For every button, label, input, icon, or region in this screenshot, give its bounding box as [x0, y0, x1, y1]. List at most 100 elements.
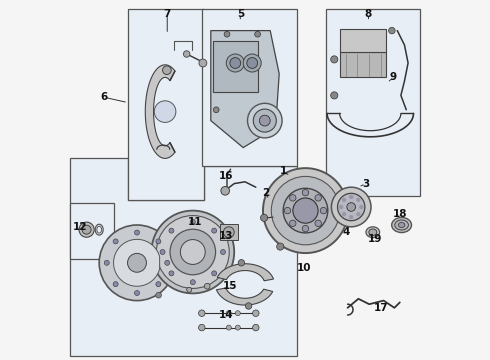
Circle shape — [212, 228, 217, 233]
Circle shape — [356, 198, 361, 202]
Ellipse shape — [395, 220, 409, 230]
Circle shape — [243, 54, 261, 72]
Bar — [202, 9, 297, 166]
Text: 1: 1 — [280, 166, 288, 176]
Circle shape — [187, 287, 192, 292]
Circle shape — [253, 109, 276, 132]
Circle shape — [190, 280, 196, 285]
Polygon shape — [340, 29, 387, 52]
Circle shape — [213, 107, 219, 113]
Circle shape — [160, 249, 165, 255]
Circle shape — [331, 92, 338, 99]
Circle shape — [342, 212, 346, 216]
Polygon shape — [217, 288, 273, 305]
Circle shape — [359, 205, 364, 209]
Circle shape — [245, 303, 252, 309]
Text: 2: 2 — [262, 188, 270, 198]
Circle shape — [170, 229, 216, 275]
Circle shape — [99, 225, 175, 301]
Circle shape — [284, 207, 291, 214]
Circle shape — [151, 211, 234, 293]
Circle shape — [113, 239, 118, 244]
Circle shape — [320, 207, 327, 214]
Circle shape — [283, 188, 328, 233]
Circle shape — [113, 282, 118, 287]
Circle shape — [315, 195, 321, 201]
Circle shape — [238, 260, 245, 266]
Text: 17: 17 — [374, 303, 389, 313]
Circle shape — [190, 219, 196, 224]
Polygon shape — [114, 239, 160, 286]
Ellipse shape — [369, 229, 377, 235]
Circle shape — [156, 216, 229, 288]
Circle shape — [221, 186, 229, 195]
Circle shape — [331, 187, 371, 227]
Text: 10: 10 — [296, 263, 311, 273]
Circle shape — [154, 101, 176, 122]
Bar — [71, 203, 114, 259]
Text: 9: 9 — [390, 72, 397, 82]
Circle shape — [356, 212, 361, 216]
Circle shape — [165, 260, 170, 265]
Circle shape — [349, 195, 353, 199]
Circle shape — [212, 271, 217, 276]
Text: 14: 14 — [219, 310, 234, 320]
Circle shape — [252, 324, 259, 331]
Circle shape — [235, 311, 240, 316]
Text: 13: 13 — [219, 231, 234, 241]
Circle shape — [224, 31, 230, 37]
Circle shape — [347, 203, 356, 211]
Circle shape — [247, 58, 258, 68]
Text: 3: 3 — [362, 179, 369, 189]
Circle shape — [223, 227, 234, 238]
Circle shape — [290, 220, 296, 226]
Text: 11: 11 — [187, 217, 202, 228]
Circle shape — [104, 260, 109, 265]
Circle shape — [180, 240, 205, 264]
Circle shape — [220, 249, 225, 255]
Polygon shape — [211, 31, 279, 148]
Bar — [326, 9, 419, 196]
Text: 18: 18 — [393, 209, 408, 219]
Circle shape — [252, 310, 259, 316]
Ellipse shape — [366, 227, 380, 238]
Text: 12: 12 — [73, 222, 87, 232]
Text: 7: 7 — [164, 9, 171, 19]
Circle shape — [198, 324, 205, 331]
Circle shape — [290, 195, 296, 201]
Circle shape — [293, 198, 318, 223]
Circle shape — [302, 189, 309, 196]
Circle shape — [315, 220, 321, 226]
Circle shape — [338, 193, 365, 221]
Circle shape — [389, 27, 395, 34]
Ellipse shape — [79, 222, 94, 237]
Bar — [128, 9, 204, 200]
Circle shape — [134, 230, 140, 235]
Text: 19: 19 — [368, 234, 383, 244]
Circle shape — [226, 325, 231, 330]
Text: 4: 4 — [343, 227, 350, 237]
Circle shape — [271, 176, 340, 245]
Polygon shape — [340, 52, 387, 77]
Circle shape — [163, 66, 171, 75]
Circle shape — [156, 239, 161, 244]
Circle shape — [156, 282, 161, 287]
Ellipse shape — [82, 225, 91, 234]
Circle shape — [331, 56, 338, 63]
Circle shape — [255, 31, 261, 37]
Polygon shape — [213, 41, 258, 92]
Text: 16: 16 — [219, 171, 233, 181]
Circle shape — [199, 59, 207, 67]
Circle shape — [263, 168, 348, 253]
Circle shape — [169, 228, 174, 233]
Circle shape — [183, 51, 190, 57]
Circle shape — [156, 292, 162, 298]
Polygon shape — [71, 158, 297, 356]
Circle shape — [226, 54, 245, 72]
Bar — [220, 224, 238, 240]
Circle shape — [169, 271, 174, 276]
Polygon shape — [145, 65, 175, 158]
Circle shape — [339, 205, 343, 209]
Circle shape — [259, 115, 270, 126]
Text: 15: 15 — [222, 281, 237, 291]
